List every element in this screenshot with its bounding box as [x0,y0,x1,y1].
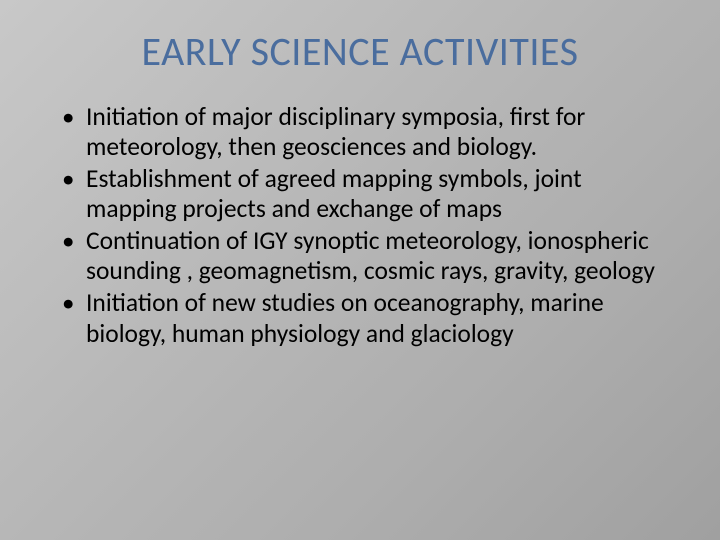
list-item: Continuation of IGY synoptic meteorology… [58,226,670,286]
list-item: Initiation of major disciplinary symposi… [58,102,670,162]
list-item: Establishment of agreed mapping symbols,… [58,164,670,224]
slide-title: EARLY SCIENCE ACTIVITIES [50,30,670,74]
slide-container: EARLY SCIENCE ACTIVITIES Initiation of m… [0,0,720,540]
list-item: Initiation of new studies on oceanograph… [58,288,670,348]
bullet-list: Initiation of major disciplinary symposi… [50,102,670,351]
